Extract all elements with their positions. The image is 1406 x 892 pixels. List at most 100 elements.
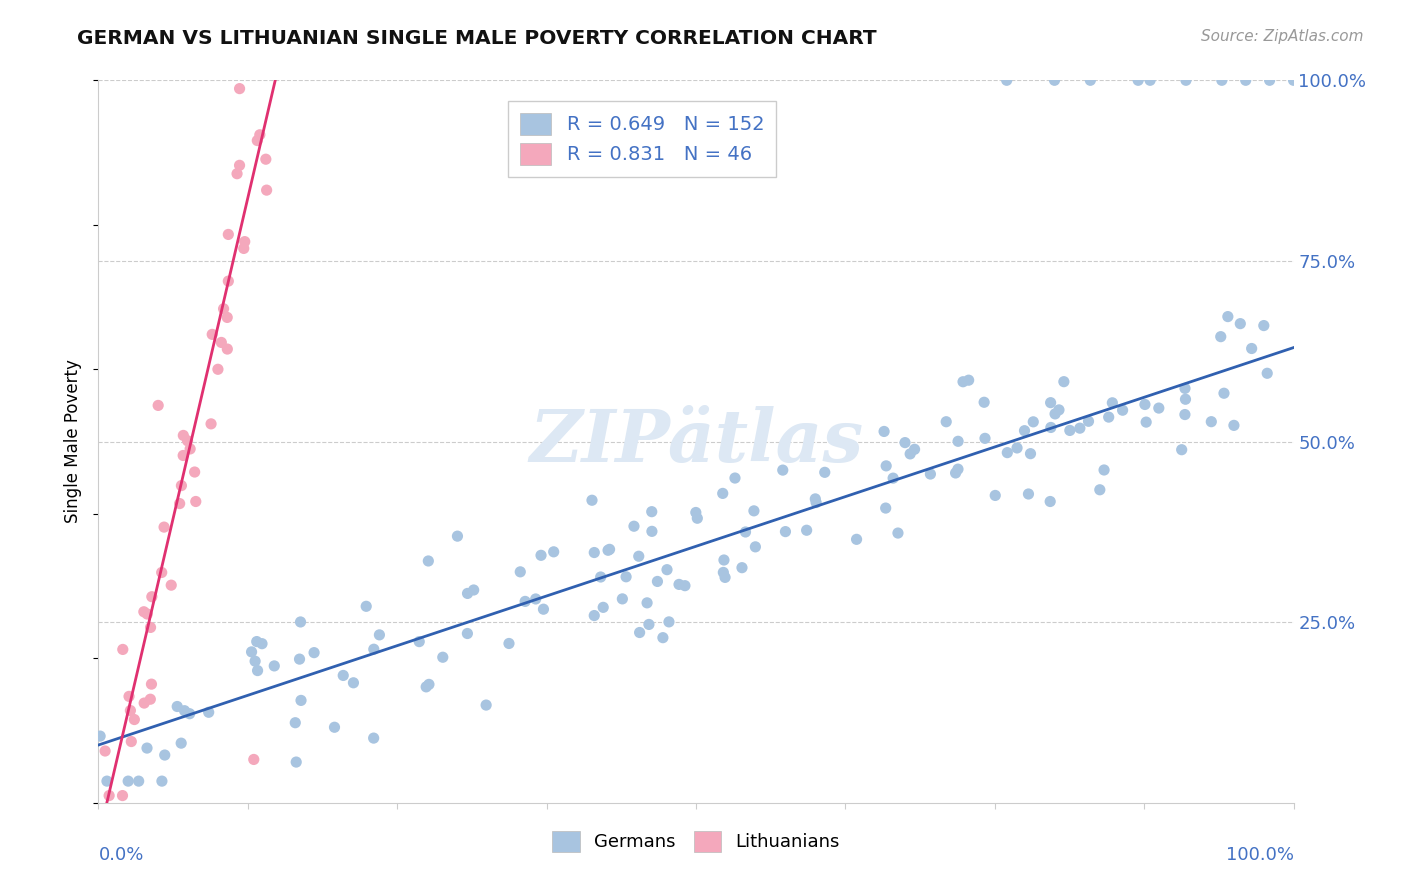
- Point: [1213, 386, 1236, 401]
- Point: [98, 789, 121, 803]
- Point: [153, 747, 176, 762]
- Point: [354, 599, 377, 614]
- Point: [1229, 317, 1251, 331]
- Point: [1059, 424, 1081, 438]
- Point: [1201, 415, 1223, 429]
- Point: [1209, 329, 1232, 343]
- Point: [323, 720, 346, 734]
- Point: [246, 634, 269, 648]
- Point: [875, 458, 897, 473]
- Point: [170, 478, 193, 492]
- Point: [136, 741, 159, 756]
- Point: [898, 447, 921, 461]
- Point: [166, 699, 188, 714]
- Point: [984, 488, 1007, 502]
- Point: [583, 545, 606, 559]
- Point: [139, 692, 162, 706]
- Point: [744, 540, 766, 554]
- Point: [1069, 421, 1091, 435]
- Point: [1175, 73, 1198, 87]
- Point: [332, 668, 354, 682]
- Point: [1005, 441, 1028, 455]
- Point: [263, 659, 285, 673]
- Point: [636, 596, 658, 610]
- Point: [118, 690, 141, 704]
- Point: [179, 706, 201, 721]
- Point: [1039, 420, 1062, 434]
- Point: [920, 467, 942, 481]
- Point: [302, 646, 325, 660]
- Point: [1174, 381, 1197, 395]
- Point: [935, 415, 957, 429]
- Point: [183, 465, 205, 479]
- Point: [1135, 415, 1157, 429]
- Point: [995, 445, 1018, 459]
- Point: [120, 704, 142, 718]
- Point: [1039, 494, 1062, 508]
- Point: [228, 158, 250, 172]
- Point: [1223, 418, 1246, 433]
- Point: [627, 549, 650, 564]
- Point: [614, 570, 637, 584]
- Point: [952, 375, 974, 389]
- Point: [1047, 403, 1070, 417]
- Point: [124, 713, 146, 727]
- Point: [217, 310, 239, 325]
- Point: [240, 645, 263, 659]
- Point: [713, 553, 735, 567]
- Point: [804, 491, 827, 506]
- Point: [141, 590, 163, 604]
- Point: [233, 235, 256, 249]
- Point: [894, 435, 917, 450]
- Point: [599, 542, 621, 557]
- Point: [1240, 342, 1263, 356]
- Point: [1258, 73, 1281, 87]
- Point: [596, 543, 619, 558]
- Point: [612, 591, 634, 606]
- Point: [150, 566, 173, 580]
- Point: [724, 471, 747, 485]
- Point: [1088, 483, 1111, 497]
- Point: [226, 167, 249, 181]
- Point: [249, 128, 271, 142]
- Point: [246, 664, 269, 678]
- Text: GERMAN VS LITHUANIAN SINGLE MALE POVERTY CORRELATION CHART: GERMAN VS LITHUANIAN SINGLE MALE POVERTY…: [77, 29, 877, 47]
- Point: [457, 586, 479, 600]
- Point: [583, 608, 606, 623]
- Point: [1017, 487, 1039, 501]
- Point: [1234, 73, 1257, 87]
- Point: [651, 631, 673, 645]
- Point: [498, 636, 520, 650]
- Point: [250, 637, 273, 651]
- Point: [228, 81, 250, 95]
- Point: [96, 774, 118, 789]
- Point: [1139, 73, 1161, 87]
- Point: [946, 434, 969, 449]
- Point: [668, 577, 690, 591]
- Point: [256, 183, 278, 197]
- Point: [641, 524, 664, 539]
- Point: [176, 434, 198, 448]
- Point: [734, 524, 756, 539]
- Point: [530, 549, 553, 563]
- Point: [796, 523, 818, 537]
- Point: [543, 545, 565, 559]
- Point: [974, 431, 997, 445]
- Point: [1111, 403, 1133, 417]
- Point: [207, 362, 229, 376]
- Point: [903, 442, 925, 457]
- Point: [172, 428, 194, 442]
- Point: [201, 327, 224, 342]
- Point: [232, 242, 254, 256]
- Point: [882, 471, 904, 485]
- Point: [957, 373, 980, 387]
- Point: [200, 417, 222, 431]
- Point: [1133, 397, 1156, 411]
- Text: 0.0%: 0.0%: [98, 847, 143, 864]
- Point: [446, 529, 468, 543]
- Point: [845, 533, 868, 547]
- Point: [217, 274, 239, 288]
- Point: [169, 497, 191, 511]
- Point: [150, 774, 173, 789]
- Point: [134, 696, 156, 710]
